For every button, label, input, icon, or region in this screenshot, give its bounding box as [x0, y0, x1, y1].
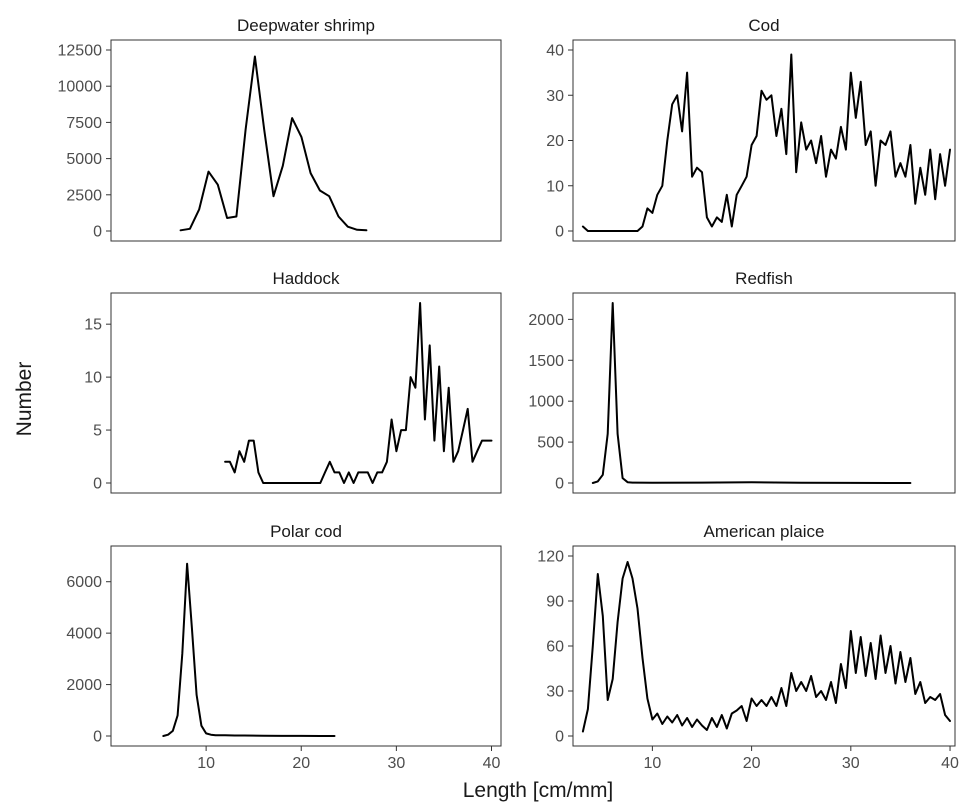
- y-tick-label: 10000: [58, 79, 103, 96]
- y-tick-label: 4000: [66, 626, 102, 643]
- y-tick-label: 7500: [66, 115, 102, 132]
- x-tick-label: 40: [483, 755, 501, 772]
- panel-5: American plaice 0 30 60 90 120 10 20 30 40: [537, 522, 959, 772]
- y-tick-label: 2500: [66, 187, 102, 204]
- y-tick-label: 90: [546, 594, 564, 611]
- y-tick-label: 500: [537, 435, 564, 452]
- panel-title: Deepwater shrimp: [237, 16, 375, 35]
- panel-title: Haddock: [272, 269, 340, 288]
- panel-frame: [572, 545, 956, 747]
- panel-3: Redfish 0 500 1000 1500 2000: [528, 269, 956, 494]
- y-tick-label: 0: [555, 224, 564, 241]
- y-tick-label: 20: [546, 133, 564, 150]
- y-tick-label: 30: [546, 684, 564, 701]
- y-tick-label: 0: [93, 224, 102, 241]
- x-axis-title: Length [cm/mm]: [463, 779, 614, 802]
- y-tick-label: 6000: [66, 574, 102, 591]
- y-tick-label: 0: [555, 729, 564, 746]
- series-line: [224, 302, 493, 484]
- panel-frame: [110, 292, 502, 494]
- panel-title: Cod: [748, 16, 779, 35]
- y-tick-label: 40: [546, 43, 564, 60]
- y-tick-label: 15: [84, 317, 102, 334]
- panel-4: Polar cod 0 2000 4000 6000 10 20 30 40: [66, 522, 502, 772]
- y-tick-label: 0: [93, 476, 102, 493]
- x-tick-label: 40: [941, 755, 959, 772]
- series-line: [581, 53, 951, 232]
- panel-frame: [572, 292, 956, 494]
- y-tick-label: 120: [537, 549, 564, 566]
- x-tick-label: 20: [743, 755, 761, 772]
- y-tick-label: 5000: [66, 151, 102, 168]
- panel-2: Haddock 0 5 10 15: [84, 269, 502, 494]
- y-tick-label: 10: [546, 178, 564, 195]
- y-tick-label: 60: [546, 639, 564, 656]
- y-tick-label: 1500: [528, 353, 564, 370]
- series-line: [162, 562, 336, 737]
- x-tick-label: 30: [842, 755, 860, 772]
- series-line: [581, 561, 951, 733]
- series-line: [179, 55, 368, 232]
- y-tick-label: 0: [93, 729, 102, 746]
- y-tick-label: 5: [93, 423, 102, 440]
- y-tick-label: 12500: [58, 43, 103, 60]
- panel-0: Deepwater shrimp 0 2500 5000 7500 10000 12500: [58, 16, 502, 242]
- y-tick-label: 1000: [528, 394, 564, 411]
- panel-title: Polar cod: [270, 522, 342, 541]
- x-tick-label: 10: [643, 755, 661, 772]
- panels: Deepwater shrimp02500500075001000012500C…: [58, 16, 960, 772]
- y-tick-label: 10: [84, 370, 102, 387]
- y-axis-title: Number: [13, 362, 36, 437]
- panel-frame: [110, 545, 502, 747]
- panel-title: American plaice: [704, 522, 825, 541]
- x-tick-label: 20: [292, 755, 310, 772]
- panel-title: Redfish: [735, 269, 793, 288]
- x-tick-label: 30: [387, 755, 405, 772]
- y-tick-label: 2000: [528, 312, 564, 329]
- series-line: [591, 302, 912, 484]
- x-tick-label: 10: [197, 755, 215, 772]
- panel-1: Cod 0 10 20 30 40: [546, 16, 956, 242]
- y-tick-label: 2000: [66, 677, 102, 694]
- y-tick-label: 30: [546, 88, 564, 105]
- y-tick-label: 0: [555, 476, 564, 493]
- panel-frame: [572, 39, 956, 242]
- panel-frame: [110, 39, 502, 242]
